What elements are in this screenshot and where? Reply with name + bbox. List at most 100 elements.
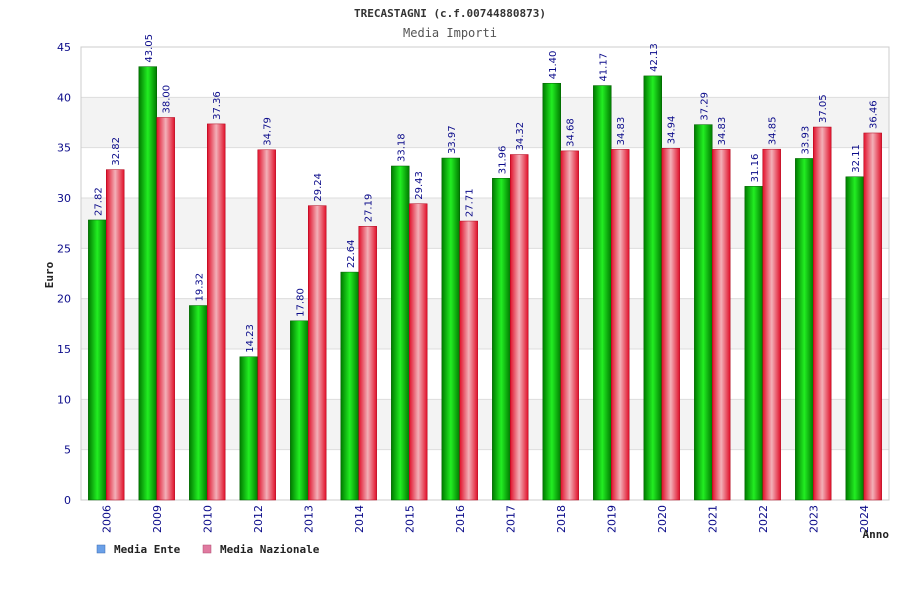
x-tick-label-2024: 2024 (858, 505, 871, 533)
data-label-media-nazionale-2016: 27.71 (465, 188, 476, 217)
x-tick-label-2023: 2023 (807, 505, 820, 533)
data-label-media-ente-2024: 32.11 (851, 144, 862, 173)
legend-label-media-ente: Media Ente (114, 543, 181, 556)
bar-media-nazionale-2006 (106, 169, 125, 501)
y-axis-label: Euro (43, 261, 56, 288)
legend-label-media-nazionale: Media Nazionale (220, 543, 320, 556)
data-label-media-nazionale-2006: 32.82 (111, 137, 122, 166)
data-label-media-ente-2019: 41.17 (598, 53, 609, 82)
data-label-media-ente-2009: 43.05 (144, 34, 155, 63)
bar-media-ente-2015 (391, 165, 410, 501)
data-label-media-ente-2006: 27.82 (93, 187, 104, 216)
bar-media-ente-2024 (845, 176, 865, 501)
data-label-media-nazionale-2020: 34.94 (667, 116, 678, 145)
y-tick-label: 25 (57, 242, 71, 255)
data-label-media-ente-2015: 33.18 (396, 133, 407, 162)
bar-media-ente-2021 (694, 124, 713, 501)
bar-media-ente-2016 (441, 157, 461, 501)
data-label-media-ente-2023: 33.93 (800, 126, 811, 155)
data-label-media-nazionale-2023: 37.05 (818, 94, 829, 123)
x-axis-label: Anno (863, 528, 890, 541)
data-label-media-nazionale-2024: 36.46 (869, 100, 880, 129)
bar-media-nazionale-2015 (409, 203, 428, 501)
bar-media-ente-2017 (492, 178, 511, 501)
y-tick-label: 15 (57, 343, 71, 356)
data-label-media-ente-2020: 42.13 (649, 43, 660, 72)
bar-media-nazionale-2023 (813, 126, 832, 501)
x-tick-label-2013: 2013 (302, 505, 315, 533)
y-tick-label: 20 (57, 293, 71, 306)
x-tick-label-2015: 2015 (403, 505, 416, 533)
bar-media-ente-2022 (744, 186, 764, 501)
data-label-media-nazionale-2018: 34.68 (566, 118, 577, 147)
x-tick-label-2014: 2014 (353, 505, 366, 533)
bar-media-ente-2018 (542, 82, 562, 501)
x-tick-label-2012: 2012 (252, 505, 265, 533)
bar-media-nazionale-2020 (661, 148, 680, 501)
data-label-media-nazionale-2012: 34.79 (263, 117, 274, 146)
bar-media-nazionale-2009 (156, 117, 175, 501)
bar-media-nazionale-2014 (358, 226, 377, 501)
x-axis-ticks: 2006 2009 2010 2012 2013 2014 2015 2016 2017 2018… (100, 505, 871, 533)
x-tick-label-2016: 2016 (454, 505, 467, 533)
data-label-media-ente-2012: 14.23 (245, 324, 256, 353)
bar-media-ente-2020 (643, 75, 663, 501)
legend: Media Ente Media Nazionale (96, 543, 320, 556)
y-tick-label: 30 (57, 192, 71, 205)
x-tick-label-2006: 2006 (100, 505, 113, 533)
bar-media-nazionale-2012 (257, 149, 276, 501)
x-tick-label-2017: 2017 (504, 505, 517, 533)
data-label-media-nazionale-2010: 37.36 (212, 91, 223, 120)
bar-media-ente-2014 (340, 271, 360, 501)
data-label-media-ente-2018: 41.40 (548, 51, 559, 80)
bar-media-nazionale-2017 (510, 154, 529, 501)
x-tick-label-2022: 2022 (757, 505, 770, 533)
bar-media-ente-2010 (189, 305, 208, 501)
grid-band (81, 47, 889, 98)
plot-frame (80, 46, 890, 501)
y-tick-label: 35 (57, 142, 71, 155)
y-tick-label: 45 (57, 41, 71, 54)
bars (88, 66, 882, 501)
legend-swatch-media-nazionale (202, 544, 212, 554)
data-label-media-nazionale-2022: 34.85 (768, 117, 779, 146)
data-label-media-ente-2014: 22.64 (346, 239, 357, 268)
data-label-media-ente-2016: 33.97 (447, 125, 458, 154)
bar-media-ente-2013 (290, 320, 309, 501)
data-label-media-nazionale-2009: 38.00 (162, 85, 173, 114)
data-label-media-nazionale-2017: 34.32 (515, 122, 526, 151)
bar-media-nazionale-2021 (712, 149, 731, 501)
chart-title: TRECASTAGNI (c.f.00744880873) (354, 7, 546, 20)
x-tick-label-2020: 2020 (656, 505, 669, 533)
y-tick-label: 10 (57, 393, 71, 406)
data-label-media-ente-2022: 31.16 (750, 154, 761, 183)
data-label-media-ente-2010: 19.32 (194, 273, 205, 302)
bar-media-nazionale-2013 (308, 205, 327, 501)
y-axis-ticks: 0 5 10 15 20 25 30 35 40 45 (57, 41, 71, 507)
bar-media-ente-2006 (88, 219, 107, 501)
x-tick-label-2019: 2019 (605, 505, 618, 533)
bar-media-nazionale-2010 (207, 123, 226, 501)
bar-media-nazionale-2024 (863, 132, 882, 501)
y-tick-label: 0 (64, 494, 71, 507)
x-tick-label-2010: 2010 (201, 505, 214, 533)
bar-media-nazionale-2018 (560, 150, 579, 501)
legend-swatch-media-ente (96, 544, 106, 554)
bar-media-ente-2023 (795, 158, 814, 501)
bar-media-ente-2019 (593, 85, 612, 501)
data-label-media-ente-2013: 17.80 (295, 288, 306, 317)
y-tick-label: 5 (64, 444, 71, 457)
data-labels: 27.82 32.82 43.05 38.00 19.32 37.36 14.23 34.79… (93, 34, 879, 353)
data-label-media-nazionale-2019: 34.83 (616, 117, 627, 146)
data-label-media-ente-2017: 31.96 (497, 146, 508, 175)
bar-media-ente-2009 (138, 66, 157, 501)
data-label-media-nazionale-2015: 29.43 (414, 171, 425, 200)
bar-media-nazionale-2022 (762, 148, 781, 501)
y-tick-label: 40 (57, 91, 71, 104)
bar-media-nazionale-2019 (611, 149, 630, 501)
x-tick-label-2021: 2021 (706, 505, 719, 533)
bar-media-ente-2012 (239, 356, 258, 501)
chart-subtitle: Media Importi (403, 26, 497, 40)
data-label-media-nazionale-2013: 29.24 (313, 173, 324, 202)
